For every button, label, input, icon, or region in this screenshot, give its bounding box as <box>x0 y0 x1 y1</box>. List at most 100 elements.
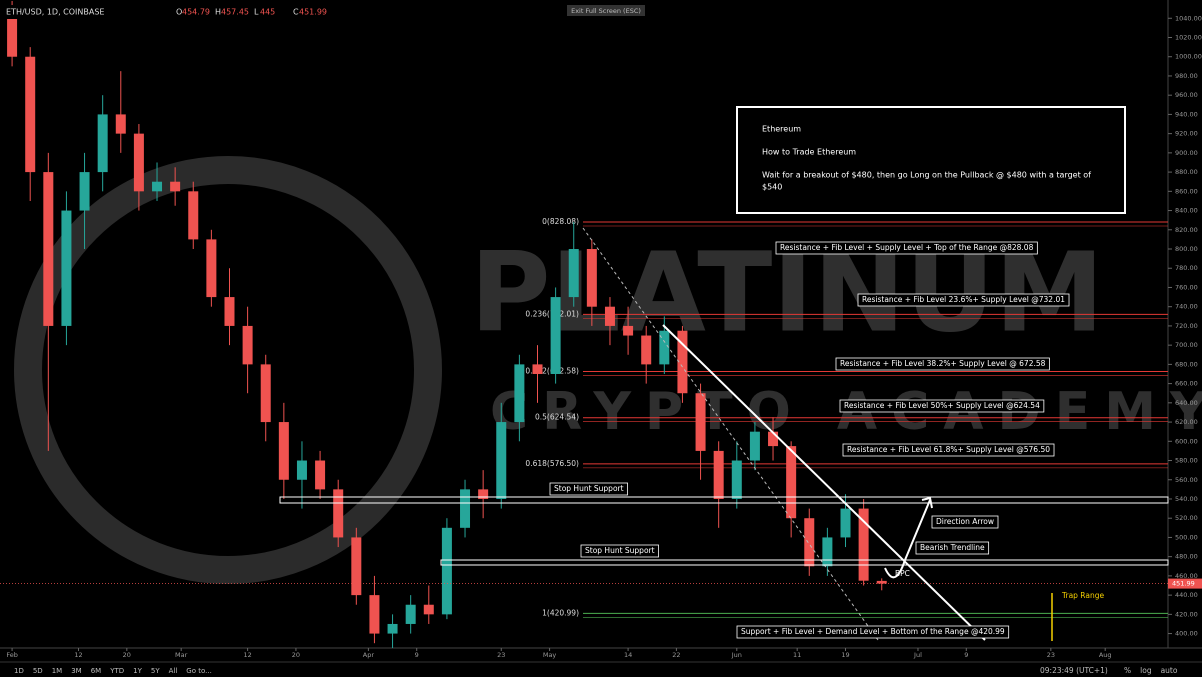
x-tick-label: Apr <box>363 651 375 659</box>
axis-button[interactable]: auto <box>1161 666 1178 675</box>
y-tick-label: 740.00 <box>1175 303 1198 311</box>
y-tick-label: 780.00 <box>1175 264 1198 272</box>
x-tick-label: 23 <box>497 651 505 659</box>
candle-body <box>278 422 289 480</box>
annotation: Resistance + Fib Level 38.2%+ Supply Lev… <box>840 359 1046 368</box>
candle-body <box>695 393 706 451</box>
candle-body <box>441 527 452 615</box>
ohlc-value: 457.45 <box>221 8 249 17</box>
candle-body <box>713 450 724 499</box>
candle-body <box>242 325 253 365</box>
legend-bg <box>0 5 330 19</box>
candle-body <box>25 56 36 173</box>
symbol: ETH/USD, 1D, COINBASE <box>6 8 105 17</box>
y-tick-label: 660.00 <box>1175 380 1198 388</box>
candle-body <box>43 172 54 326</box>
y-tick-label: 940.00 <box>1175 110 1198 118</box>
info-title: Ethereum <box>762 125 801 134</box>
y-tick-label: 640.00 <box>1175 399 1198 407</box>
annotation: Resistance + Fib Level 50%+ Supply Level… <box>844 401 1040 410</box>
annotation: Stop Hunt Support <box>554 484 624 493</box>
annotation-box <box>580 544 659 558</box>
info-text: $540 <box>762 183 782 192</box>
exit-button-bg[interactable] <box>567 5 645 16</box>
toolbar-button[interactable]: 1Y <box>133 667 142 675</box>
zone <box>279 496 1169 504</box>
y-tick-label: 620.00 <box>1175 418 1198 426</box>
fib-diagonal <box>582 227 879 641</box>
info-subtitle: How to Trade Ethereum <box>762 148 856 157</box>
candle-body <box>333 489 344 538</box>
candle-body <box>460 489 471 528</box>
axis-button[interactable]: % <box>1124 666 1131 675</box>
y-tick-label: 420.00 <box>1175 610 1198 618</box>
candle-body <box>550 297 561 374</box>
annotation: Bearish Trendline <box>920 543 985 552</box>
exit-button[interactable]: Exit Full Screen (ESC) <box>571 7 641 15</box>
toolbar-button[interactable]: 3M <box>71 667 82 675</box>
toolbar-button[interactable]: 5D <box>33 667 43 675</box>
y-tick-label: 700.00 <box>1175 341 1198 349</box>
candle-body <box>79 172 90 211</box>
x-tick-label: Mar <box>175 651 188 659</box>
candle-body <box>351 537 362 596</box>
candle-body <box>152 181 163 192</box>
y-tick-label: 580.00 <box>1175 457 1198 465</box>
y-tick-label: 760.00 <box>1175 283 1198 291</box>
candle-body <box>405 604 416 624</box>
x-tick-label: 20 <box>292 651 300 659</box>
candle-body <box>97 114 108 173</box>
y-tick-label: 1040.00 <box>1175 14 1202 22</box>
toolbar-button[interactable]: YTD <box>109 667 124 675</box>
zone <box>440 559 1169 566</box>
toolbar-button[interactable]: 5Y <box>151 667 160 675</box>
candle-body <box>260 364 271 423</box>
x-tick-label: Jun <box>731 651 742 659</box>
annotation-box <box>736 625 1010 639</box>
x-tick-label: 19 <box>841 651 849 659</box>
toolbar-button[interactable]: 1M <box>52 667 63 675</box>
candle-body <box>296 460 307 480</box>
plot: 0(828.08)0.236(732.01)0.382(672.58)0.5(6… <box>0 0 1169 648</box>
y-tick-label: 680.00 <box>1175 360 1198 368</box>
y-tick-label: 440.00 <box>1175 591 1198 599</box>
y-tick-label: 800.00 <box>1175 245 1198 253</box>
y-tick-label: 980.00 <box>1175 72 1198 80</box>
candle-body <box>369 595 380 634</box>
toolbar-button[interactable]: All <box>169 667 178 675</box>
fib-label: 0(828.08) <box>542 217 579 226</box>
candle-body <box>315 460 326 490</box>
x-tick-label: Aug <box>1099 651 1112 659</box>
y-tick-label: 820.00 <box>1175 226 1198 234</box>
ohlc-value: 445 <box>260 8 275 17</box>
annotation: Direction Arrow <box>936 517 994 526</box>
y-tick-label: 880.00 <box>1175 168 1198 176</box>
annotation-box <box>839 399 1045 413</box>
candle-body <box>822 537 833 567</box>
axis-button[interactable]: log <box>1140 666 1152 675</box>
ohlc-value: 454.79 <box>182 8 210 17</box>
x-tick-label: 11 <box>793 651 801 659</box>
y-tick-label: 540.00 <box>1175 495 1198 503</box>
toolbar-button[interactable]: Go to... <box>186 667 212 675</box>
candle-body <box>641 335 652 365</box>
candle-body <box>115 114 126 134</box>
candle-body <box>7 18 18 57</box>
toolbar-button[interactable]: 6M <box>91 667 102 675</box>
annotation: Support + Fib Level + Demand Level + Bot… <box>741 627 1005 636</box>
y-tick-label: 560.00 <box>1175 476 1198 484</box>
x-tick-label: May <box>543 651 557 659</box>
y-tick-label: 860.00 <box>1175 187 1198 195</box>
y-tick-label: 920.00 <box>1175 130 1198 138</box>
x-tick-label: 14 <box>624 651 632 659</box>
candle-body <box>659 330 670 365</box>
y-tick-label: 520.00 <box>1175 514 1198 522</box>
x-tick-label: 20 <box>123 651 131 659</box>
x-tick-label: 9 <box>415 651 419 659</box>
candle-body <box>749 431 760 461</box>
info-box <box>736 106 1126 214</box>
y-tick-label: 500.00 <box>1175 533 1198 541</box>
candle-body <box>786 446 797 519</box>
toolbar-button[interactable]: 1D <box>14 667 24 675</box>
